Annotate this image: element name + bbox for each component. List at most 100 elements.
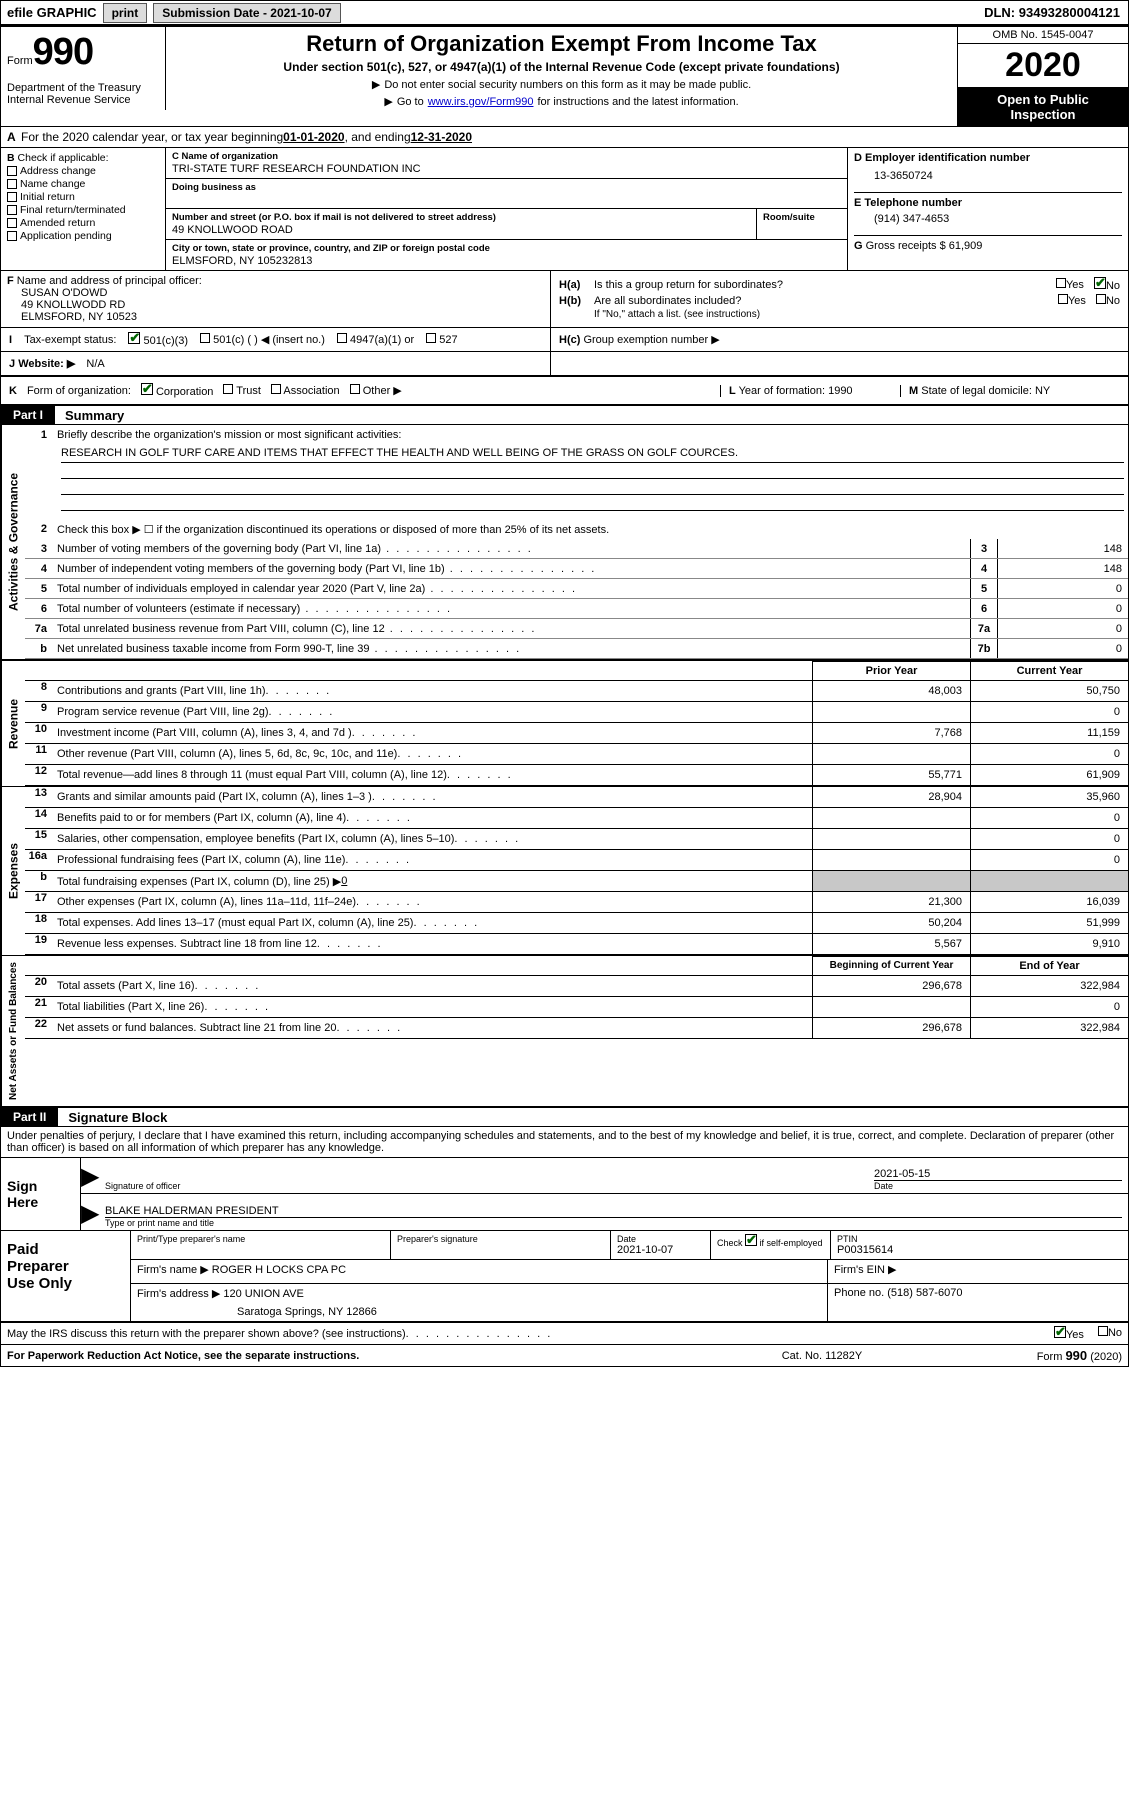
sign-here-row: Sign Here ▶ Signature of officer 2021-05…: [1, 1158, 1128, 1231]
current-value: [970, 871, 1128, 891]
checkbox-icon[interactable]: [7, 218, 17, 228]
line-text: Total number of volunteers (estimate if …: [53, 601, 970, 617]
ha-label: H(a): [559, 279, 594, 291]
current-year-hdr: Current Year: [970, 661, 1128, 681]
checkbox-icon: [426, 333, 436, 343]
addr1-val: 120 UNION AVE: [223, 1288, 304, 1300]
ln2-text: Check this box ▶ ☐ if the organization d…: [53, 521, 1128, 538]
b-label: B: [7, 152, 15, 164]
irs-no[interactable]: No: [1098, 1326, 1122, 1341]
line-num: 9: [25, 702, 53, 722]
submission-button[interactable]: Submission Date - 2021-10-07: [153, 3, 340, 23]
net-vlabel: Net Assets or Fund Balances: [1, 956, 25, 1106]
footer-right: Form 990 (2020): [922, 1348, 1122, 1363]
firm-phone-cell: Phone no. (518) 587-6070: [828, 1284, 1128, 1321]
tax-year: 2020: [958, 44, 1128, 88]
ha-yes[interactable]: Yes: [1056, 278, 1084, 291]
data-line: 21Total liabilities (Part X, line 26)0: [25, 997, 1128, 1018]
opt-501c[interactable]: 501(c) ( ) ◀ (insert no.): [200, 333, 325, 346]
hb-text: Are all subordinates included?: [594, 295, 741, 307]
suite-cell: Room/suite: [757, 209, 847, 239]
chk-lbl-3: Final return/terminated: [20, 204, 126, 216]
net-content: Beginning of Current Year End of Year 20…: [25, 956, 1128, 1106]
street-cell: Number and street (or P.O. box if mail i…: [166, 209, 757, 239]
column-b: B Check if applicable: Address change Na…: [1, 148, 166, 270]
opt-4947[interactable]: 4947(a)(1) or: [337, 333, 414, 346]
form-word: Form: [7, 55, 33, 67]
revenue-col-headers: Prior Year Current Year: [25, 661, 1128, 681]
line-num: 22: [25, 1018, 53, 1038]
checkbox-icon: [200, 333, 210, 343]
g-value: 61,909: [949, 240, 983, 252]
yes-lbl: Yes: [1066, 279, 1084, 291]
dln-label: DLN:: [984, 5, 1019, 20]
line-ref: 6: [970, 599, 998, 618]
efile-label: efile GRAPHIC: [7, 5, 97, 20]
opt-501c3[interactable]: 501(c)(3): [128, 332, 188, 347]
sign-here-label: Sign Here: [1, 1158, 81, 1230]
checkbox-icon[interactable]: [7, 192, 17, 202]
ha-no[interactable]: No: [1094, 277, 1120, 292]
sig-date-label: Date: [874, 1180, 1122, 1191]
prior-value: [812, 829, 970, 849]
dept-line2: Internal Revenue Service: [7, 94, 159, 106]
line-text: Total fundraising expenses (Part IX, col…: [53, 871, 812, 891]
checkbox-icon[interactable]: [7, 205, 17, 215]
city-row: City or town, state or province, country…: [166, 240, 847, 270]
yes-lbl: Yes: [1068, 295, 1086, 307]
hdr-spacer: [25, 661, 812, 681]
ein-value: 13-3650724: [854, 170, 1122, 182]
chk-final-return: Final return/terminated: [7, 204, 159, 216]
yes-lbl: Yes: [1066, 1329, 1084, 1341]
checkbox-icon[interactable]: [7, 179, 17, 189]
mission-blank-2: [61, 479, 1124, 495]
governance-vlabel: Activities & Governance: [1, 425, 25, 659]
l-val: 1990: [828, 385, 852, 397]
revenue-vlabel: Revenue: [1, 661, 25, 786]
data-line: 12Total revenue—add lines 8 through 11 (…: [25, 765, 1128, 786]
print-button[interactable]: print: [103, 3, 148, 23]
k-other[interactable]: Other ▶: [350, 384, 402, 397]
part2-badge: Part II: [1, 1108, 58, 1126]
hb-no[interactable]: No: [1096, 294, 1120, 307]
column-c: C Name of organization TRI-STATE TURF RE…: [166, 148, 848, 270]
officer-h-row: F Name and address of principal officer:…: [1, 271, 1128, 328]
k-assoc[interactable]: Association: [271, 384, 340, 397]
summary-line: 5Total number of individuals employed in…: [25, 579, 1128, 599]
m-box: M State of legal domicile: NY: [900, 385, 1120, 397]
data-line: 8Contributions and grants (Part VIII, li…: [25, 681, 1128, 702]
summary-line: 3Number of voting members of the governi…: [25, 539, 1128, 559]
line-text: Number of independent voting members of …: [53, 561, 970, 577]
h-section: H(a) Is this a group return for subordin…: [551, 271, 1128, 327]
k-trust[interactable]: Trust: [223, 384, 261, 397]
checkbox-icon[interactable]: [7, 166, 17, 176]
top-toolbar: efile GRAPHIC print Submission Date - 20…: [1, 1, 1128, 27]
arrow-icon: ▶: [81, 1158, 99, 1193]
website-value: N/A: [86, 358, 104, 370]
k-corp[interactable]: Corporation: [141, 383, 214, 398]
current-value: 0: [970, 808, 1128, 828]
paid-preparer-row: Paid Preparer Use Only Print/Type prepar…: [1, 1231, 1128, 1323]
prep-h4: Check if self-employed: [717, 1234, 824, 1248]
m-val: NY: [1035, 385, 1050, 397]
checkbox-icon[interactable]: [7, 231, 17, 241]
phone-value: (914) 347-4653: [854, 213, 1122, 225]
firm-label: Firm's name ▶: [137, 1264, 209, 1276]
mission-blank-3: [61, 495, 1124, 511]
irs-yes[interactable]: Yes: [1054, 1326, 1084, 1341]
k-opt-2: Association: [283, 385, 339, 397]
prep-ptin-hdr: PTINP00315614: [831, 1231, 1128, 1259]
irs-link[interactable]: www.irs.gov/Form990: [428, 96, 534, 108]
sign-lbl1: Sign: [7, 1178, 74, 1194]
g-text: Gross receipts $: [866, 240, 949, 252]
opt3-lbl: 4947(a)(1) or: [350, 334, 414, 346]
line-text: Total revenue—add lines 8 through 11 (mu…: [53, 765, 812, 785]
opt-527[interactable]: 527: [426, 333, 457, 346]
opt2-lbl: 501(c) ( ) ◀ (insert no.): [213, 334, 325, 346]
line-ref: 4: [970, 559, 998, 578]
no-lbl: No: [1106, 295, 1120, 307]
org-name-value: TRI-STATE TURF RESEARCH FOUNDATION INC: [172, 163, 841, 175]
hb-yes[interactable]: Yes: [1058, 294, 1086, 307]
prior-value: 55,771: [812, 765, 970, 785]
current-value: 322,984: [970, 976, 1128, 996]
